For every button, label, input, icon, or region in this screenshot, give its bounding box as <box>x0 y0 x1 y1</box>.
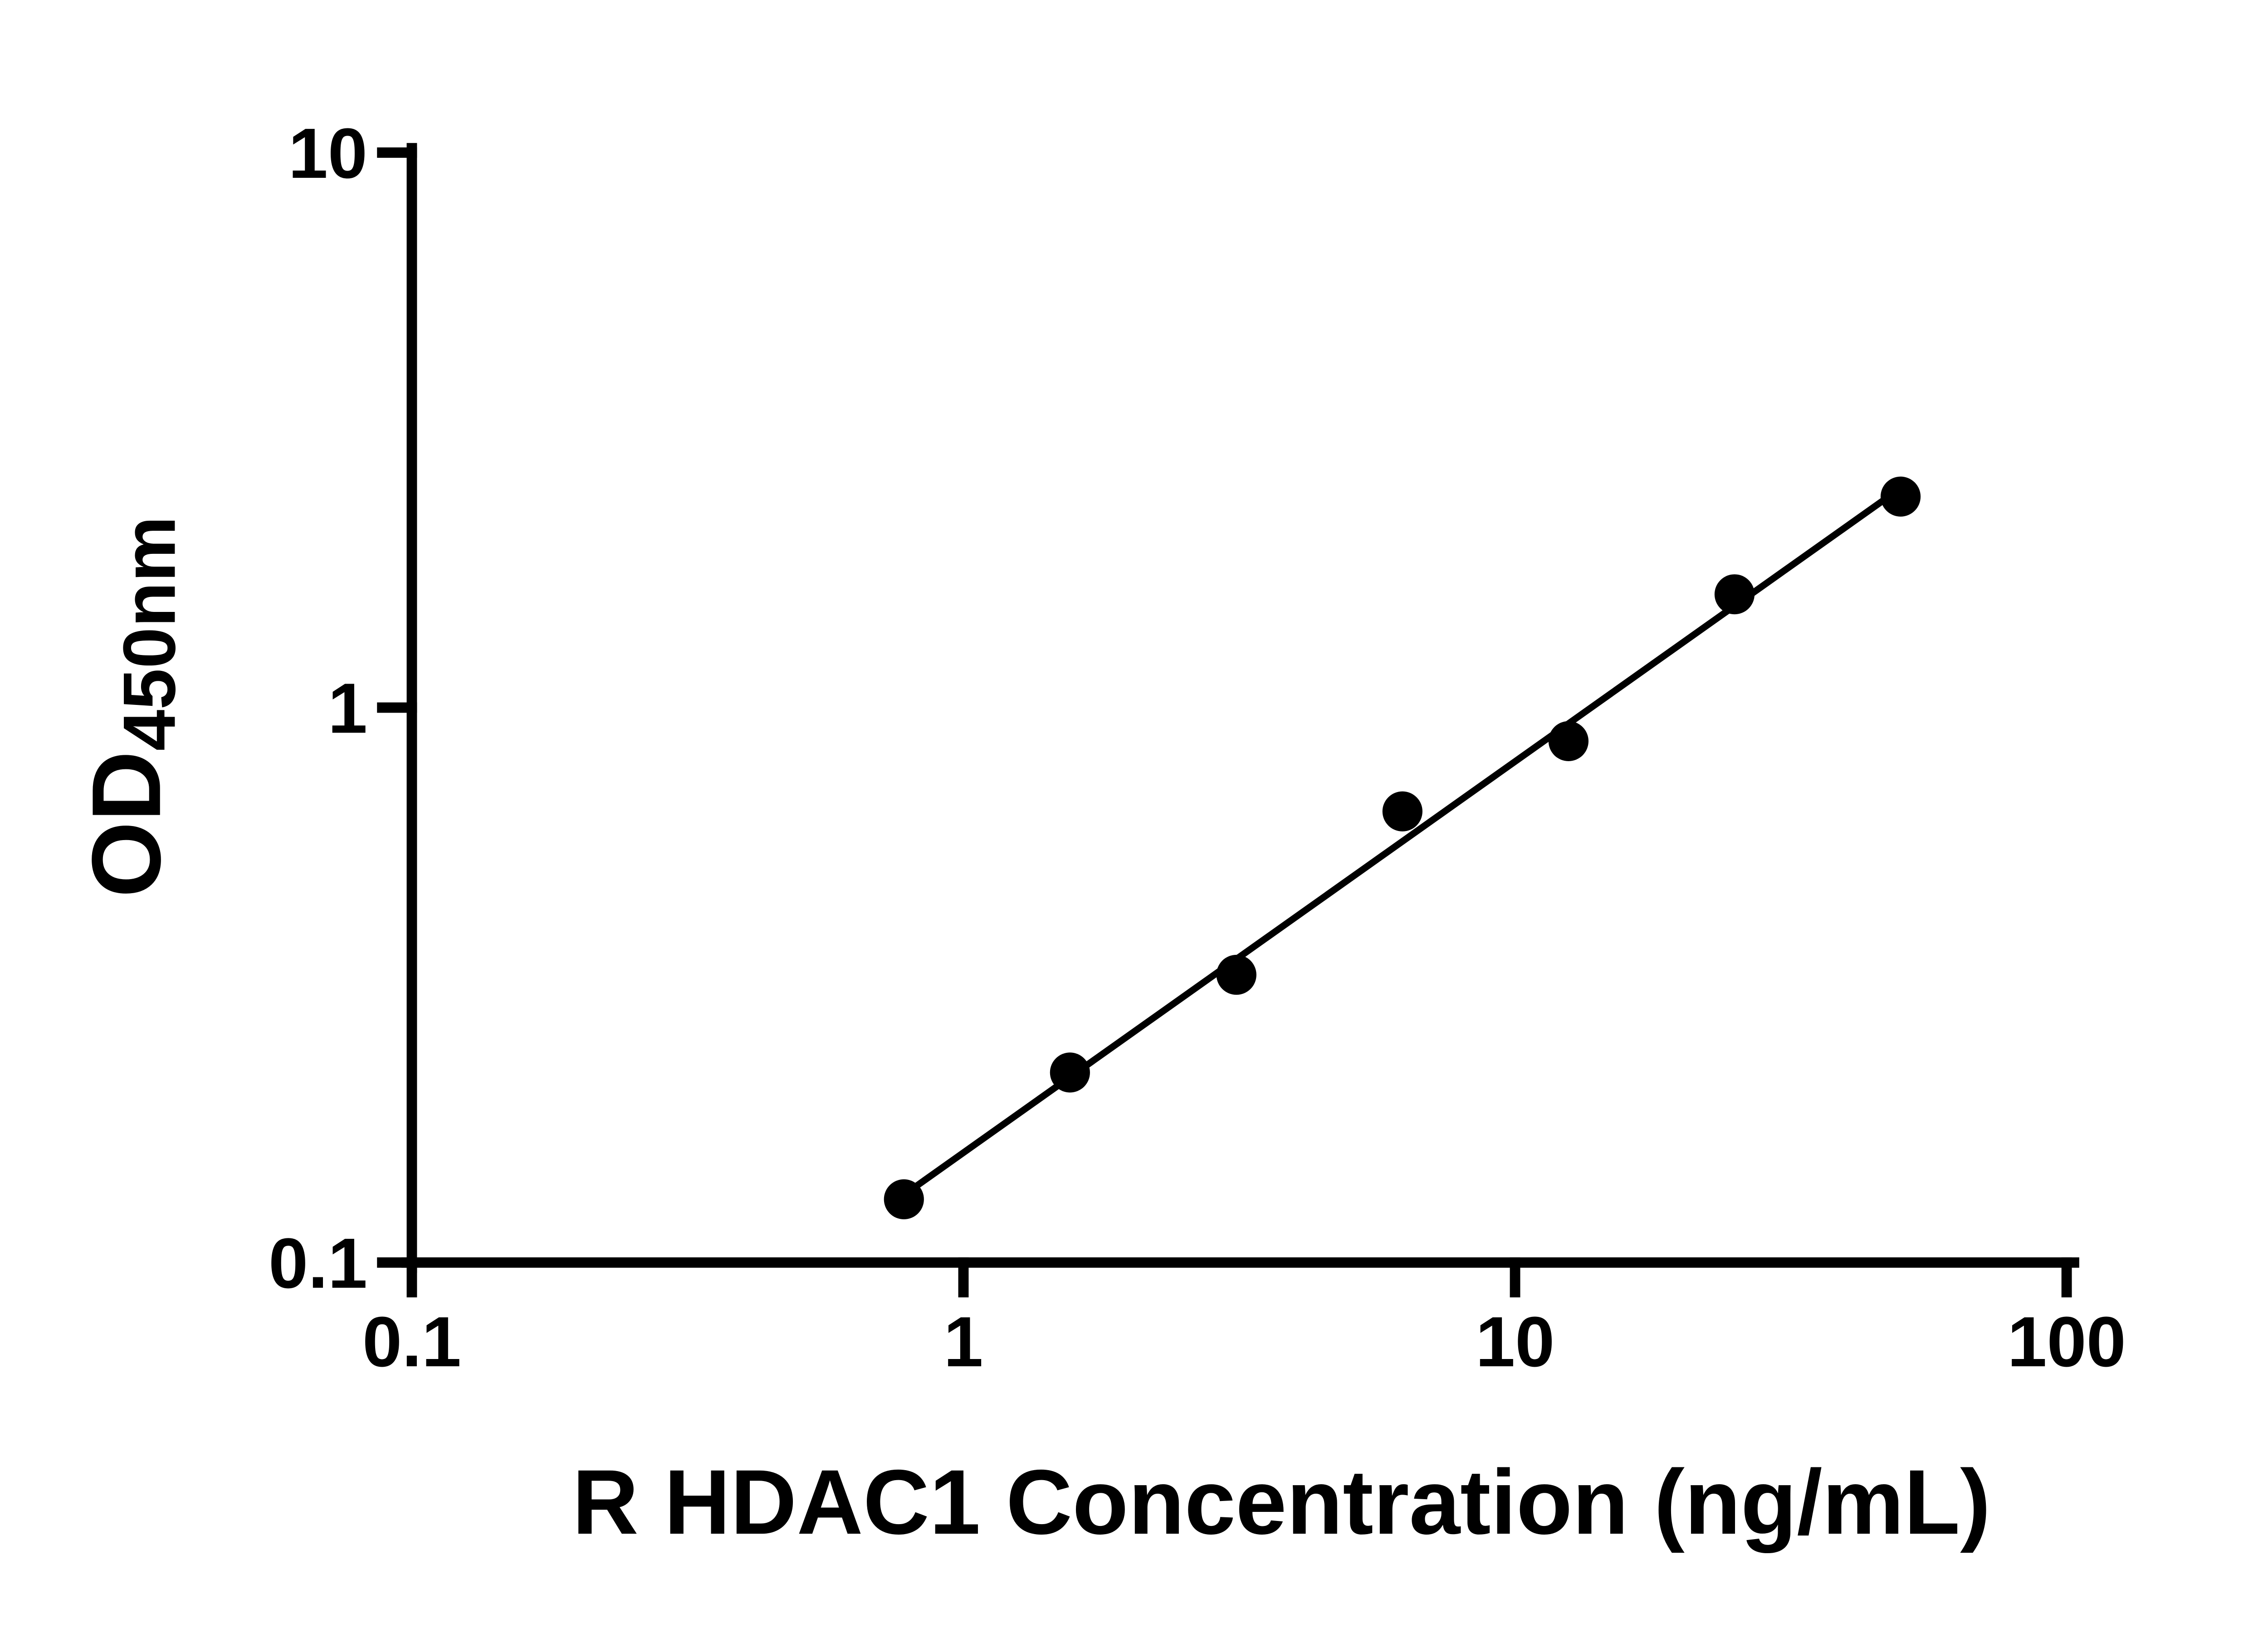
y-axis-title: OD450nm <box>72 516 191 898</box>
data-point <box>1216 954 1256 995</box>
x-tick-label-10: 10 <box>1476 1302 1554 1382</box>
x-tick-label-100: 100 <box>2007 1302 2126 1382</box>
plot-layer <box>377 147 2072 1298</box>
y-axis-title-main: OD <box>72 751 181 897</box>
data-point <box>1714 574 1755 615</box>
y-axis-title-subscript: 450nm <box>108 516 191 751</box>
data-point <box>1880 476 1921 517</box>
y-tick-label-1: 1 <box>328 669 367 748</box>
data-point <box>1050 1052 1090 1093</box>
data-point <box>884 1179 924 1220</box>
x-tick-label-1: 1 <box>943 1302 983 1382</box>
y-tick-label-10: 10 <box>288 114 367 193</box>
y-tick-label-0.1: 0.1 <box>269 1224 367 1303</box>
data-point <box>1382 791 1422 831</box>
x-tick-label-0.1: 0.1 <box>362 1302 461 1382</box>
x-axis-title: R HDAC1 Concentration (ng/mL) <box>572 1451 1991 1553</box>
data-point <box>1548 721 1589 761</box>
